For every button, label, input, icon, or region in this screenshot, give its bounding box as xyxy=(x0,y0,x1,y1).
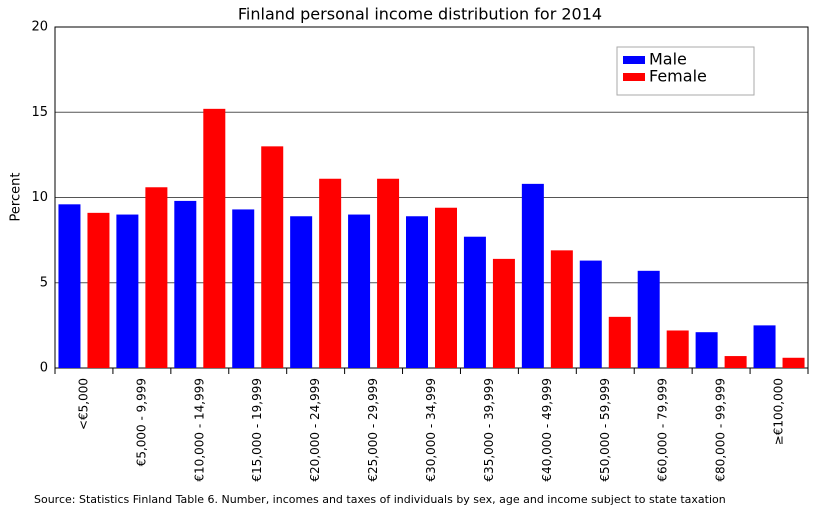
source-note: Source: Statistics Finland Table 6. Numb… xyxy=(34,493,726,506)
x-tick-label: €25,000 - 29,999 xyxy=(366,378,380,482)
x-tick-label: €30,000 - 34,999 xyxy=(424,378,438,482)
y-tick-label: 0 xyxy=(40,361,48,376)
y-tick-label: 15 xyxy=(31,105,48,120)
bar xyxy=(203,108,226,368)
bar xyxy=(521,183,544,368)
x-tick-label: €80,000 - 99,999 xyxy=(714,378,728,482)
bar xyxy=(753,325,776,368)
bar xyxy=(290,216,313,368)
bar xyxy=(145,187,168,368)
chart-title: Finland personal income distribution for… xyxy=(238,5,602,24)
bar xyxy=(232,209,255,368)
bar xyxy=(319,178,342,368)
bar xyxy=(463,236,486,368)
bar xyxy=(550,250,573,368)
plot-frame xyxy=(54,26,809,369)
legend-label: Female xyxy=(649,67,707,86)
bar xyxy=(492,258,515,368)
x-tick-label: €10,000 - 14,999 xyxy=(192,378,206,482)
bar xyxy=(637,270,660,368)
y-tick-label: 5 xyxy=(40,275,48,290)
bar xyxy=(174,200,197,368)
x-tick-label: €40,000 - 49,999 xyxy=(540,378,554,482)
legend-box xyxy=(616,46,755,96)
bar xyxy=(666,330,689,368)
bar xyxy=(579,260,602,368)
x-tick-label: <€5,000 xyxy=(76,378,90,430)
bar xyxy=(348,214,371,368)
legend-label: Male xyxy=(649,50,687,69)
x-tick-label: €50,000 - 59,999 xyxy=(598,378,612,482)
bar xyxy=(406,216,428,368)
bar xyxy=(435,207,457,368)
bar xyxy=(261,146,284,368)
bar xyxy=(782,357,805,368)
x-tick-label: €5,000 - 9,999 xyxy=(134,378,148,466)
x-tick-label: €35,000 - 39,999 xyxy=(482,378,496,482)
x-tick-label: €20,000 - 24,999 xyxy=(308,378,322,482)
bar xyxy=(377,178,400,368)
x-tick-label: ≥€100,000 xyxy=(772,378,786,445)
x-tick-label: €60,000 - 79,999 xyxy=(656,378,670,482)
legend-swatch xyxy=(623,56,645,64)
bar xyxy=(724,356,747,368)
y-tick-label: 10 xyxy=(31,190,48,205)
bar xyxy=(695,332,718,368)
y-tick-label: 20 xyxy=(31,20,48,35)
bar xyxy=(116,214,139,368)
bar xyxy=(87,212,110,368)
bar xyxy=(58,204,81,368)
y-axis-label: Percent xyxy=(9,173,24,222)
legend-swatch xyxy=(623,73,645,81)
x-tick-label: €15,000 - 19,999 xyxy=(250,378,264,482)
bar xyxy=(608,316,631,368)
